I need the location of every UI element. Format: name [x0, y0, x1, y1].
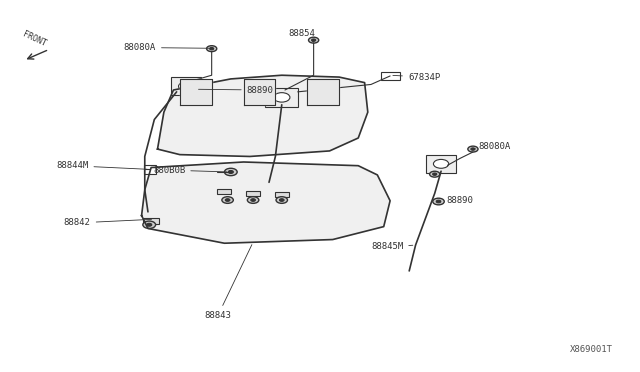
Polygon shape [180, 79, 212, 105]
Bar [246, 191, 260, 196]
Text: 67834P: 67834P [393, 73, 440, 81]
Circle shape [429, 171, 440, 177]
Bar [275, 192, 289, 196]
Circle shape [468, 146, 478, 152]
Circle shape [228, 170, 234, 173]
Bar [381, 72, 399, 80]
Polygon shape [307, 79, 339, 105]
Circle shape [251, 199, 255, 201]
Bar [171, 77, 202, 95]
Circle shape [225, 168, 237, 176]
Circle shape [247, 197, 259, 203]
Circle shape [308, 37, 319, 43]
Text: 88844M: 88844M [56, 161, 147, 170]
Circle shape [436, 200, 441, 203]
Circle shape [210, 48, 214, 50]
Bar [143, 218, 159, 224]
Circle shape [280, 199, 284, 201]
Circle shape [276, 197, 287, 203]
Text: 880B0B: 880B0B [153, 166, 227, 174]
Circle shape [147, 223, 152, 226]
Circle shape [143, 221, 156, 228]
Bar [266, 88, 298, 107]
Text: X869001T: X869001T [570, 345, 613, 354]
Circle shape [433, 198, 444, 205]
Text: 88843: 88843 [205, 245, 252, 320]
Circle shape [312, 39, 316, 41]
Text: 88890: 88890 [438, 196, 473, 205]
Circle shape [225, 199, 230, 201]
Polygon shape [157, 75, 368, 157]
Text: 88845M: 88845M [371, 243, 413, 251]
Text: 88842: 88842 [64, 218, 152, 227]
Text: 88854: 88854 [289, 29, 316, 42]
Polygon shape [141, 162, 390, 243]
Circle shape [433, 173, 436, 175]
Circle shape [222, 197, 234, 203]
Circle shape [179, 82, 194, 91]
Text: 88890: 88890 [198, 86, 273, 94]
Bar [218, 189, 232, 194]
Circle shape [471, 148, 475, 150]
Circle shape [274, 93, 290, 102]
Bar [426, 155, 456, 173]
Circle shape [433, 160, 449, 168]
Polygon shape [244, 79, 275, 105]
Circle shape [207, 46, 217, 52]
Bar [144, 165, 156, 174]
Text: FRONT: FRONT [21, 30, 48, 49]
Text: 88080A: 88080A [473, 142, 510, 151]
Text: 88080A: 88080A [124, 43, 209, 52]
